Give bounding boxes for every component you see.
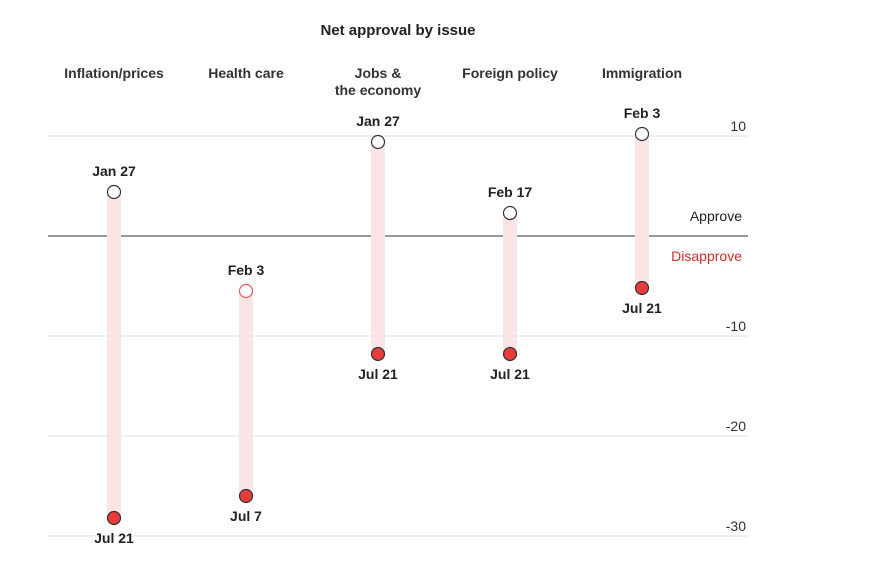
- y-tick-label: 10: [730, 118, 746, 134]
- category-label-line: Inflation/prices: [64, 65, 164, 81]
- end-point: [370, 346, 386, 362]
- y-tick-label: -10: [726, 318, 746, 334]
- disapprove-label: Disapprove: [671, 248, 742, 264]
- range-bar: [107, 192, 121, 518]
- category-label: Immigration: [567, 65, 717, 82]
- start-point: [502, 205, 518, 221]
- end-date-label: Jul 21: [490, 366, 530, 382]
- end-date-label: Jul 21: [94, 530, 134, 546]
- start-point: [370, 134, 386, 150]
- end-point: [634, 280, 650, 296]
- category-label-line: Immigration: [601, 65, 683, 81]
- chart-title: Net approval by issue: [320, 22, 476, 39]
- start-date-label: Feb 3: [624, 105, 661, 121]
- category-label: Health care: [171, 65, 321, 82]
- end-point: [238, 488, 254, 504]
- end-point: [106, 510, 122, 526]
- end-point: [502, 346, 518, 362]
- category-label-line: Health care: [208, 65, 284, 81]
- start-point: [238, 283, 254, 299]
- start-point: [634, 126, 650, 142]
- y-tick-label: -30: [726, 518, 746, 534]
- start-date-label: Jan 27: [356, 113, 400, 129]
- category-label: Jobs & the economy: [303, 65, 453, 99]
- category-label: Foreign policy: [435, 65, 585, 82]
- y-tick-label: -20: [726, 418, 746, 434]
- range-bar: [239, 291, 253, 496]
- start-date-label: Feb 17: [488, 184, 533, 200]
- range-bar: [635, 134, 649, 288]
- end-date-label: Jul 21: [358, 366, 398, 382]
- start-date-label: Feb 3: [228, 262, 265, 278]
- end-date-label: Jul 7: [230, 508, 262, 524]
- category-label-line: the economy: [334, 82, 422, 98]
- range-bar: [371, 142, 385, 354]
- approve-label: Approve: [690, 208, 742, 224]
- start-date-label: Jan 27: [92, 163, 136, 179]
- range-bar: [503, 213, 517, 354]
- end-date-label: Jul 21: [622, 300, 662, 316]
- category-label-line: Foreign policy: [462, 65, 558, 81]
- start-point: [106, 184, 122, 200]
- category-label: Inflation/prices: [39, 65, 189, 82]
- category-label-line: Jobs &: [354, 65, 402, 81]
